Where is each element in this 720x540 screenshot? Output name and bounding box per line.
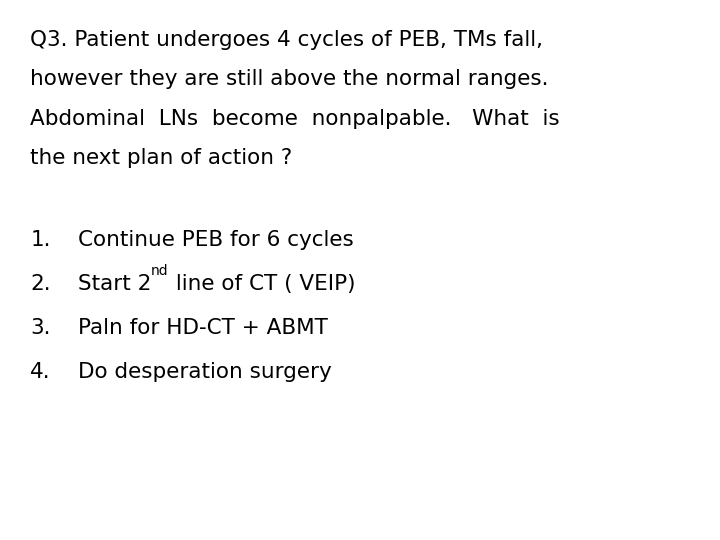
Text: 4.: 4. <box>30 362 51 382</box>
Text: 2.: 2. <box>30 274 51 294</box>
Text: 1.: 1. <box>30 230 50 249</box>
Text: nd: nd <box>151 264 168 278</box>
Text: however they are still above the normal ranges.: however they are still above the normal … <box>30 69 549 89</box>
Text: line of CT ( VEIP): line of CT ( VEIP) <box>168 274 355 294</box>
Text: Do desperation surgery: Do desperation surgery <box>78 362 331 382</box>
Text: Paln for HD-CT + ABMT: Paln for HD-CT + ABMT <box>78 318 328 338</box>
Text: the next plan of action ?: the next plan of action ? <box>30 148 292 168</box>
Text: Q3. Patient undergoes 4 cycles of PEB, TMs fall,: Q3. Patient undergoes 4 cycles of PEB, T… <box>30 30 544 50</box>
Text: Start 2: Start 2 <box>78 274 151 294</box>
Text: Continue PEB for 6 cycles: Continue PEB for 6 cycles <box>78 230 354 249</box>
Text: Abdominal  LNs  become  nonpalpable.   What  is: Abdominal LNs become nonpalpable. What i… <box>30 109 560 129</box>
Text: 3.: 3. <box>30 318 50 338</box>
